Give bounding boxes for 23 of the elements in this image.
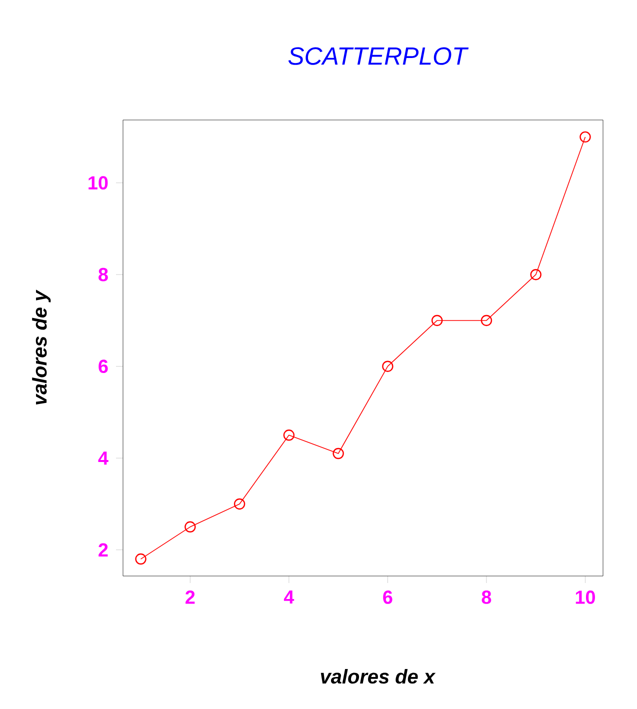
x-tick-label: 4 [284,590,294,604]
point [431,314,443,326]
point [283,430,295,441]
x-tick-label: 8 [482,590,492,604]
point [580,131,591,143]
x-tick-label: 2 [186,590,195,604]
y-axis-title: valores de y [32,290,51,405]
chart-title: SCATTERPLOT [288,47,469,65]
y-tick-label: 8 [98,268,108,282]
x-tick-label: 6 [383,590,392,604]
point [480,314,492,326]
point [234,498,246,510]
point [135,553,146,565]
point [530,268,542,280]
x-axis-title: valores de x [320,669,436,684]
point [382,360,394,372]
point [184,521,196,533]
y-tick-label: 4 [98,452,108,465]
point [332,448,344,460]
y-tick-label: 2 [98,543,108,556]
y-tick-label: 10 [88,176,108,190]
x-tick-label: 10 [576,590,595,604]
y-tick-label: 6 [98,360,108,374]
